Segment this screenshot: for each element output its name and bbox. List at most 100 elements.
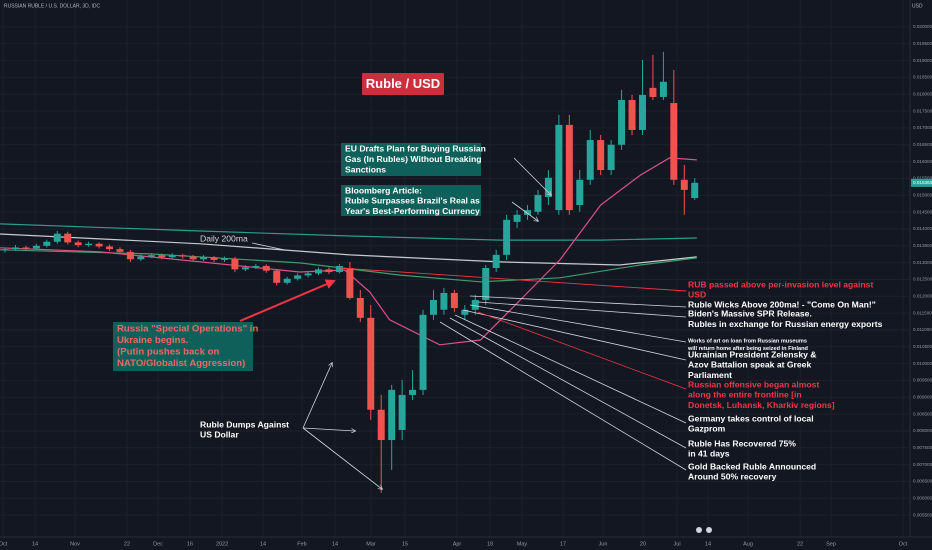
y-tick-label: 0.020000 <box>913 24 932 29</box>
y-tick-label: 0.012000 <box>913 293 932 298</box>
last-price-label: 0.015360 <box>913 180 932 185</box>
pointer <box>454 314 687 424</box>
y-tick-label: 0.018000 <box>913 91 932 96</box>
candle-body <box>315 269 323 274</box>
annotation-text: Around 50% recovery <box>688 472 777 482</box>
annotation-text: Gas (In Rubles) Without Breaking <box>345 154 481 164</box>
x-tick-label: Sep <box>826 541 836 547</box>
x-tick-label: 14 <box>705 541 711 547</box>
pointer <box>302 363 332 429</box>
y-tick-label: 0.010500 <box>913 344 932 349</box>
time-axis <box>0 537 910 550</box>
x-tick-label: 18 <box>487 541 493 547</box>
y-tick-label: 0.015000 <box>913 192 932 197</box>
candle-body <box>659 81 667 97</box>
candle-body <box>252 265 260 268</box>
annotation-text: EU Drafts Plan for Buying Russian <box>345 143 486 153</box>
event-icon <box>696 527 702 533</box>
y-tick-label: 0.017500 <box>913 108 932 113</box>
candle-body <box>618 99 626 145</box>
candle-body <box>409 389 417 395</box>
pointer <box>469 295 687 308</box>
annotation-text: Ukrainian President Zelensky & <box>688 349 816 359</box>
x-tick-label: May <box>517 541 528 547</box>
annotation-text: US Dollar <box>200 429 239 439</box>
y-tick-label: 0.008500 <box>913 411 932 416</box>
candle-body <box>262 265 270 271</box>
annotation-text: Gazprom <box>688 424 726 434</box>
annotation-text: Ruble Dumps Against <box>200 419 289 429</box>
candle-body <box>189 256 197 260</box>
annotation-box <box>341 185 481 216</box>
candle-body <box>597 140 605 171</box>
pointer <box>462 309 687 361</box>
y-tick-label: 0.009000 <box>913 394 932 399</box>
annotation-text: Sanctions <box>345 164 386 174</box>
candle-body <box>304 273 312 276</box>
annotation-text: Germany takes control of local <box>688 413 814 423</box>
candle-body <box>534 194 542 212</box>
y-tick-label: 0.007500 <box>913 445 932 450</box>
candle-body <box>335 265 343 273</box>
candle-body <box>691 182 699 198</box>
candle-body <box>670 103 678 180</box>
x-tick-label: Mar <box>366 541 376 547</box>
candle-body <box>220 258 228 260</box>
pointer <box>477 301 687 318</box>
pointers <box>239 157 687 489</box>
y-tick-label: 0.009500 <box>913 378 932 383</box>
annotation-text: NATO/Globalist Aggression) <box>117 358 245 369</box>
candle-body <box>450 292 458 309</box>
y-tick-label: 0.006000 <box>913 496 932 501</box>
annotation-text: Rubles in exchange for Russian energy ex… <box>688 319 883 329</box>
x-tick-label: 17 <box>560 541 566 547</box>
annotation-text: Azov Battalion speak at Greek <box>688 360 811 370</box>
y-tick-label: 0.008000 <box>913 428 932 433</box>
y-tick-label: 0.015500 <box>913 176 932 181</box>
x-tick-label: 14 <box>332 541 338 547</box>
pointer <box>511 201 538 221</box>
y-tick-label: 0.016000 <box>913 159 932 164</box>
annotation-text: USD <box>688 289 706 299</box>
pointer <box>339 267 687 292</box>
y-tick-label: 0.011000 <box>913 327 932 332</box>
annotation-text: Ruble Wicks Above 200ma! - "Come On Man!… <box>688 299 876 309</box>
candle-body <box>294 275 302 279</box>
candle-body <box>471 299 479 310</box>
candle-body <box>158 255 166 258</box>
price-axis <box>910 0 932 550</box>
x-tick-label: Jul <box>674 541 681 547</box>
pointer <box>477 311 687 390</box>
y-tick-label: 0.007000 <box>913 462 932 467</box>
candle-body <box>179 255 187 257</box>
y-tick-label: 0.013000 <box>913 260 932 265</box>
annotation-text: Donetsk, Luhansk, Kharkiv regions] <box>688 400 835 410</box>
candle-body <box>231 258 239 270</box>
x-tick-label: Apr <box>453 541 462 547</box>
candle-body <box>200 257 208 260</box>
x-tick-label: 14 <box>260 541 266 547</box>
y-tick-label: 0.016500 <box>913 142 932 147</box>
annotation-text: Gold Backed Ruble Announced <box>688 461 816 471</box>
annotation-text: (Putin pushes back on <box>117 347 219 358</box>
annotation-text: Ukraine begins. <box>117 335 188 346</box>
candle-body <box>210 257 218 260</box>
moving-average <box>0 223 697 241</box>
candle-body <box>106 246 114 250</box>
x-tick-label: 22 <box>797 541 803 547</box>
title-box <box>362 73 444 95</box>
candle-body <box>638 94 646 130</box>
y-tick-label: 0.012500 <box>913 277 932 282</box>
candle-body <box>32 245 40 249</box>
candle-body <box>168 255 176 258</box>
candle-body <box>628 99 636 130</box>
candle-body <box>398 394 406 430</box>
x-tick-label: Dec <box>153 541 163 547</box>
pointer <box>469 304 687 343</box>
candle-body <box>241 267 249 270</box>
axes: 0.005500 0.006000 0.006500 0.007000 0.007500… <box>0 24 932 547</box>
candle-body <box>440 292 448 310</box>
moving-average <box>0 233 697 266</box>
annotation-text: Works of art on loan from Russian museum… <box>688 338 807 344</box>
